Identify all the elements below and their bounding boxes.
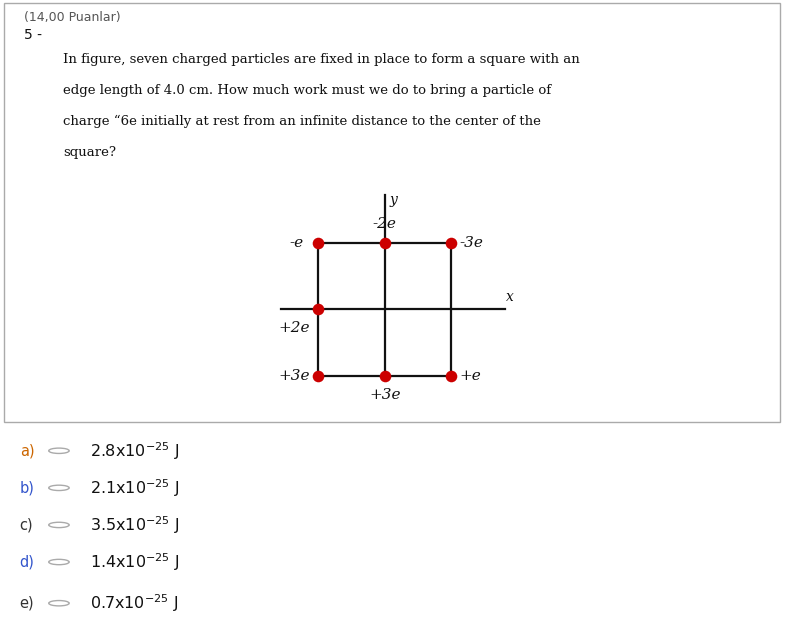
Text: c): c) (20, 517, 33, 532)
Text: 0.7x10$^{-25}$ J: 0.7x10$^{-25}$ J (90, 592, 178, 614)
Text: (14,00 Puanlar): (14,00 Puanlar) (24, 11, 120, 23)
Point (312, 304, 325, 314)
Text: 2.8x10$^{-25}$ J: 2.8x10$^{-25}$ J (90, 440, 180, 462)
Text: 1.4x10$^{-25}$ J: 1.4x10$^{-25}$ J (90, 551, 180, 573)
Text: -e: -e (289, 236, 303, 249)
Text: a): a) (20, 444, 35, 458)
Point (312, 371, 325, 381)
Point (445, 371, 457, 381)
Point (312, 238, 325, 248)
Text: +e: +e (459, 369, 481, 383)
Text: b): b) (20, 480, 35, 495)
Text: edge length of 4.0 cm. How much work must we do to bring a particle of: edge length of 4.0 cm. How much work mus… (63, 84, 551, 97)
Text: +3e: +3e (369, 388, 400, 402)
Point (445, 238, 457, 248)
Text: +3e: +3e (278, 369, 310, 383)
Point (378, 238, 391, 248)
Text: e): e) (20, 596, 35, 610)
Point (378, 371, 391, 381)
Text: -3e: -3e (459, 236, 483, 249)
Text: square?: square? (63, 146, 116, 159)
FancyBboxPatch shape (4, 3, 780, 422)
Text: 5 -: 5 - (24, 28, 42, 42)
Text: -2e: -2e (373, 217, 397, 231)
Text: +2e: +2e (278, 321, 310, 335)
Text: charge “6e initially at rest from an infinite distance to the center of the: charge “6e initially at rest from an inf… (63, 115, 541, 128)
Text: d): d) (20, 554, 35, 570)
Text: x: x (506, 290, 514, 304)
Text: In figure, seven charged particles are fixed in place to form a square with an: In figure, seven charged particles are f… (63, 53, 579, 66)
Text: y: y (389, 193, 397, 207)
Text: 2.1x10$^{-25}$ J: 2.1x10$^{-25}$ J (90, 477, 180, 499)
Text: 3.5x10$^{-25}$ J: 3.5x10$^{-25}$ J (90, 514, 180, 536)
